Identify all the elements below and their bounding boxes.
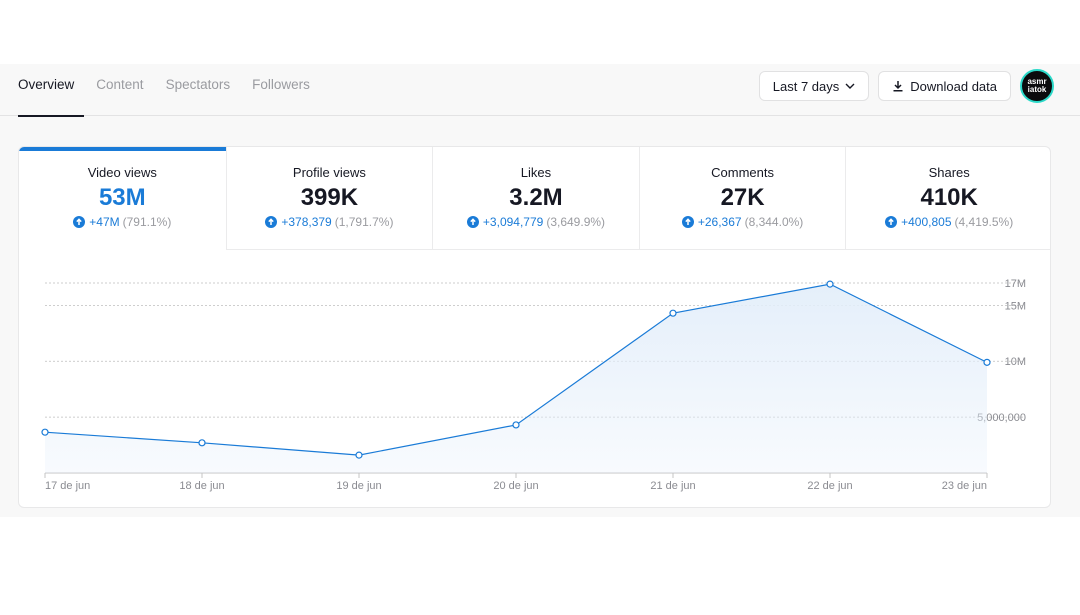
x-tick-label: 18 de jun xyxy=(179,480,224,492)
data-point xyxy=(355,451,363,459)
top-bar: Overview Content Spectators Followers La… xyxy=(0,64,1080,117)
metric-change: +400,805 (4,419.5%) xyxy=(846,215,1050,229)
metric-change: +26,367 (8,344.0%) xyxy=(640,215,846,229)
metric-change: +378,379 (1,791.7%) xyxy=(227,215,433,229)
metric-delta: +378,379 xyxy=(281,215,332,229)
tab-content[interactable]: Content xyxy=(96,77,144,92)
metric-label: Shares xyxy=(928,165,970,180)
metric-value: 3.2M xyxy=(509,184,563,211)
metric-delta: +3,094,779 xyxy=(482,215,544,229)
metric-percent: (1,791.7%) xyxy=(334,215,394,229)
download-data-button[interactable]: Download data xyxy=(878,71,1011,101)
download-label: Download data xyxy=(910,78,997,94)
metric-delta: +47M xyxy=(89,215,120,229)
metric-label: Video views xyxy=(87,165,157,180)
metric-percent: (4,419.5%) xyxy=(954,215,1014,229)
tab-spectators[interactable]: Spectators xyxy=(165,77,231,92)
metric-shares[interactable]: Shares 410K +400,805 (4,419.5%) xyxy=(845,147,1050,250)
avatar-text-line2: iatok xyxy=(1027,85,1047,94)
y-tick-label: 10M xyxy=(1005,356,1026,368)
download-icon xyxy=(892,80,904,92)
metric-change: +47M (791.1%) xyxy=(19,215,226,229)
date-range-label: Last 7 days xyxy=(772,78,840,94)
arrow-up-icon xyxy=(73,216,86,228)
metric-profile-views[interactable]: Profile views 399K +378,379 (1,791.7%) xyxy=(225,147,433,250)
data-point xyxy=(41,428,49,436)
metric-value: 53M xyxy=(98,184,146,211)
metric-percent: (3,649.9%) xyxy=(546,215,606,229)
metric-value: 399K xyxy=(300,184,359,211)
tab-followers[interactable]: Followers xyxy=(252,77,310,92)
metric-tabs: Video views 53M +47M (791.1%) Profile vi… xyxy=(19,147,1050,250)
metric-value: 27K xyxy=(720,184,765,211)
metric-video-views[interactable]: Video views 53M +47M (791.1%) xyxy=(19,147,226,250)
data-point xyxy=(669,309,677,317)
metric-delta: +400,805 xyxy=(901,215,952,229)
metric-label: Comments xyxy=(711,165,774,180)
arrow-up-icon xyxy=(681,216,694,228)
y-tick-label: 5,000,000 xyxy=(977,412,1026,424)
metric-change: +3,094,779 (3,649.9%) xyxy=(433,215,639,229)
metric-percent: (791.1%) xyxy=(122,215,172,229)
x-tick-label: 19 de jun xyxy=(336,480,381,492)
data-point xyxy=(198,439,206,447)
data-point xyxy=(826,280,834,288)
metrics-card: Video views 53M +47M (791.1%) Profile vi… xyxy=(18,146,1051,508)
series-area xyxy=(45,284,987,473)
metric-likes[interactable]: Likes 3.2M +3,094,779 (3,649.9%) xyxy=(432,147,639,250)
arrow-up-icon xyxy=(265,216,278,228)
chevron-down-icon xyxy=(845,81,855,92)
avatar-text-line1: asmr xyxy=(1027,77,1047,86)
x-tick-label: 17 de jun xyxy=(45,480,90,492)
x-tick-label: 20 de jun xyxy=(493,480,538,492)
metric-delta: +26,367 xyxy=(697,215,742,229)
metric-comments[interactable]: Comments 27K +26,367 (8,344.0%) xyxy=(638,147,846,250)
y-tick-label: 15M xyxy=(1005,300,1026,312)
arrow-up-icon xyxy=(885,216,898,228)
data-point xyxy=(983,358,991,366)
metric-label: Likes xyxy=(520,165,552,180)
tab-bar: Overview Content Spectators Followers xyxy=(18,64,332,117)
data-point xyxy=(512,421,520,429)
date-range-dropdown[interactable]: Last 7 days xyxy=(758,71,870,101)
arrow-up-icon xyxy=(466,216,479,228)
video-views-chart: 17M 15M 10M 5,000,000 17 de jun 18 de jun 19 d… xyxy=(41,278,1026,492)
metric-percent: (8,344.0%) xyxy=(744,215,804,229)
tab-overview[interactable]: Overview xyxy=(18,64,85,117)
x-tick-label: 23 de jun xyxy=(942,480,987,492)
metric-label: Profile views xyxy=(292,165,366,180)
metric-value: 410K xyxy=(920,184,978,211)
y-tick-label: 17M xyxy=(1005,278,1026,290)
avatar[interactable]: asmr iatok xyxy=(1020,69,1054,103)
toolbar-actions: Last 7 days Download data asmr iatok xyxy=(758,69,1054,103)
x-tick-label: 22 de jun xyxy=(807,480,852,492)
x-tick-label: 21 de jun xyxy=(650,480,695,492)
analytics-app: Overview Content Spectators Followers La… xyxy=(0,64,1080,517)
